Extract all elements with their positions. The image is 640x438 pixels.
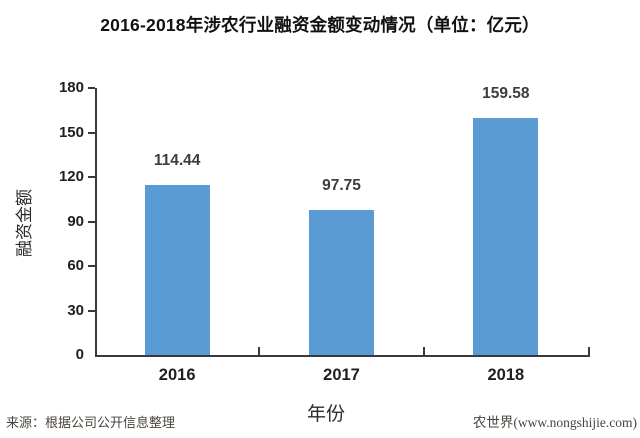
chart-title: 2016-2018年涉农行业融资金额变动情况（单位：亿元） xyxy=(100,15,540,35)
y-tick-label: 0 xyxy=(75,346,84,363)
y-tick-mark xyxy=(88,220,95,223)
bar-2018 xyxy=(473,118,539,355)
bar-value-label: 159.58 xyxy=(482,85,530,103)
y-tick-label: 30 xyxy=(67,301,84,319)
x-axis-title: 年份 xyxy=(306,404,345,425)
x-cat-label: 2017 xyxy=(323,366,360,384)
y-tick-label: 90 xyxy=(67,212,84,230)
y-tick-mark xyxy=(88,176,95,178)
source-note: 来源：根据公司公开信息整理 xyxy=(6,415,176,430)
y-tick-label: 120 xyxy=(58,168,84,185)
y-tick-mark xyxy=(88,265,95,267)
x-axis-line xyxy=(95,355,590,357)
x-cat-label: 2016 xyxy=(158,366,196,384)
brand-watermark: 农世界(www.nongshijie.com) xyxy=(472,415,637,430)
bar-value-label: 114.44 xyxy=(153,152,201,170)
x-tick-mark xyxy=(422,347,425,355)
bar-2016 xyxy=(144,185,210,355)
y-axis-line xyxy=(95,88,97,357)
x-cat-label: 2018 xyxy=(487,366,525,384)
y-tick-label: 150 xyxy=(58,123,84,141)
y-tick-label: 180 xyxy=(58,79,84,96)
y-tick-mark xyxy=(88,309,95,312)
y-tick-mark xyxy=(88,131,95,134)
x-tick-mark xyxy=(258,347,261,355)
y-tick-mark xyxy=(88,87,95,89)
bar-value-label: 97.75 xyxy=(322,177,361,194)
bar-2017 xyxy=(309,210,374,355)
x-axis-end-tick xyxy=(588,347,590,357)
y-tick-label: 60 xyxy=(67,257,84,274)
